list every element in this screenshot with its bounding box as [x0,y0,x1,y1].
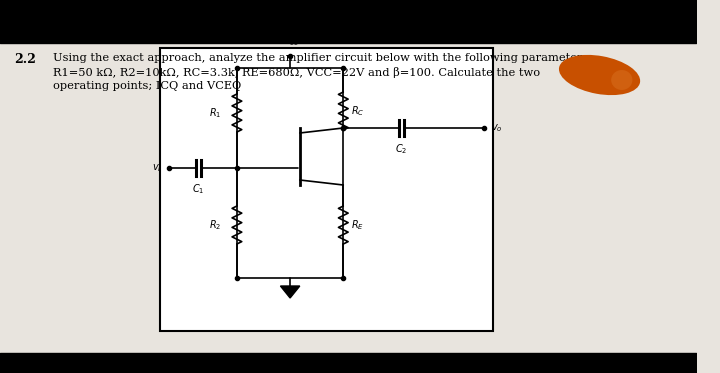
Text: $R_1$: $R_1$ [209,106,222,120]
Polygon shape [280,286,300,298]
Text: $C_1$: $C_1$ [192,182,204,196]
Text: $R_2$: $R_2$ [209,218,222,232]
Text: $V_{cc}$: $V_{cc}$ [282,34,299,48]
Text: $C_2$: $C_2$ [395,142,408,156]
Ellipse shape [611,70,632,90]
Text: operating points; ICQ and VCEQ: operating points; ICQ and VCEQ [53,81,241,91]
Text: $v_i$: $v_i$ [152,162,161,174]
Text: R1=50 kΩ, R2=10kΩ, RC=3.3k, RE=680Ω, VCC=22V and β=100. Calculate the two: R1=50 kΩ, R2=10kΩ, RC=3.3k, RE=680Ω, VCC… [53,67,540,78]
Text: $R_C$: $R_C$ [351,104,364,118]
Text: $R_E$: $R_E$ [351,218,364,232]
Text: 2.2: 2.2 [14,53,37,66]
Ellipse shape [559,55,640,95]
Text: Using the exact approach, analyze the amplifier circuit below with the following: Using the exact approach, analyze the am… [53,53,593,63]
Bar [160,48,493,331]
Text: $v_o$: $v_o$ [491,122,503,134]
